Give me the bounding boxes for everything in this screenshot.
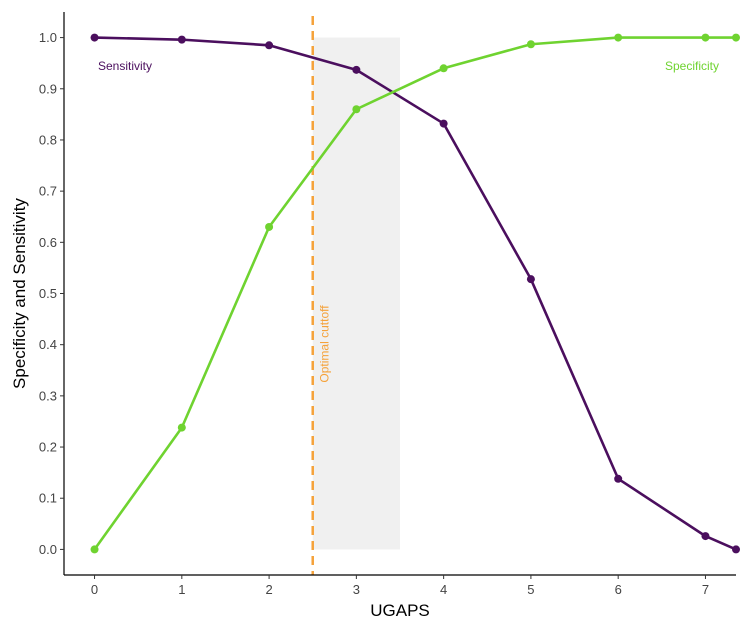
sensitivity-point [701,532,710,541]
specificity-point [177,423,186,432]
sensitivity-point [352,65,361,74]
x-tick-label: 0 [91,582,98,597]
specificity-annotation: Specificity [665,59,719,73]
specificity-line [93,36,738,551]
axes: 0.0 0.1 0.2 0.3 0.4 0.5 0.6 0.7 0.8 0.9 1.0 0 1 2 3 4 5 6… [39,12,736,597]
sensitivity-point [732,545,740,554]
sensitivity-point [614,474,623,483]
y-tick-label: 0.6 [39,235,57,250]
x-axis-title: UGAPS [370,601,430,620]
x-tick-label: 1 [178,582,185,597]
y-tick-label: 0.8 [39,132,57,147]
sensitivity-point [265,41,274,50]
sensitivity-line [93,36,738,551]
specificity-point [732,33,740,42]
specificity-point [352,105,361,114]
y-tick-label: 1.0 [39,30,57,45]
x-tick-label: 6 [615,582,622,597]
sensitivity-point [526,275,535,284]
specificity-point [265,222,274,231]
x-tick-label: 4 [440,582,447,597]
y-tick-label: 0.4 [39,337,57,352]
optimal-range-shading [312,37,400,550]
y-tick-label: 0.3 [39,388,57,403]
y-axis-title: Specificity and Sensitivity [10,198,29,389]
series-group [90,33,740,554]
x-tick-label: 2 [265,582,272,597]
y-tick-label: 0.1 [39,491,57,506]
specificity-point [526,40,535,49]
y-tick-label: 0.2 [39,440,57,455]
sensitivity-annotation: Sensitivity [98,59,152,73]
x-tick-label: 5 [527,582,534,597]
specificity-point [439,64,448,73]
x-tick-label: 7 [702,582,709,597]
x-tick-label: 3 [353,582,360,597]
sensitivity-point [177,35,186,44]
shaded-region [312,37,400,550]
y-tick-label: 0.9 [39,81,57,96]
sensitivity-point [90,33,99,42]
y-tick-label: 0.7 [39,184,57,199]
specificity-point [701,33,710,42]
labels-group: UGAPS Specificity and Sensitivity Sensit… [10,59,719,620]
cutoff-label: Optimal cuttoff [318,305,332,383]
y-tick-label: 0.5 [39,286,57,301]
specificity-point [90,545,99,554]
specificity-point [614,33,623,42]
sensitivity-point [439,119,448,128]
y-tick-label: 0.0 [39,542,57,557]
